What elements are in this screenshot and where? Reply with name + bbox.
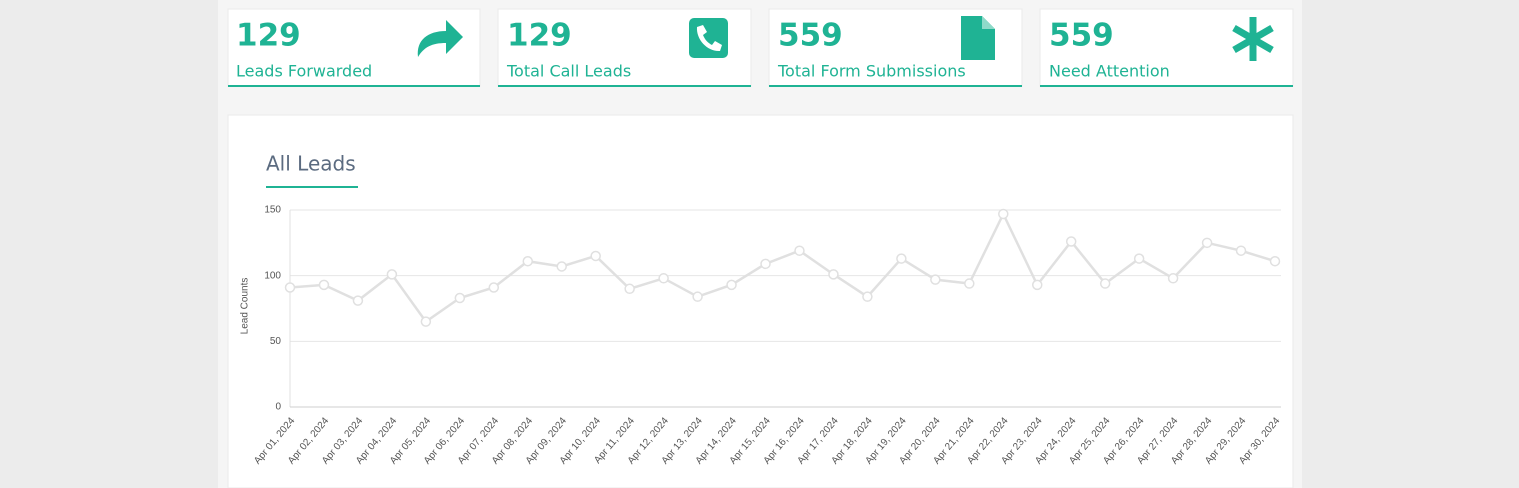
- card-border: [498, 85, 751, 87]
- forward-icon: [417, 20, 463, 57]
- data-point: [420, 316, 432, 327]
- chart-card: [227, 114, 1294, 488]
- data-point: [828, 269, 839, 280]
- data-point: [624, 283, 635, 295]
- data-point: [1235, 245, 1247, 256]
- card-value: 129: [507, 18, 572, 54]
- card-border: [228, 85, 480, 87]
- card-label: Total Form Submissions: [777, 62, 966, 81]
- data-point: [760, 258, 771, 270]
- y-tick-label: 150: [264, 205, 281, 216]
- card-value: 559: [1049, 18, 1114, 54]
- card-label: Total Call Leads: [506, 62, 631, 81]
- card-value: 559: [778, 18, 843, 54]
- card-border: [769, 85, 1022, 87]
- data-point: [692, 291, 703, 302]
- card-border: [1040, 85, 1293, 87]
- y-tick-label: 0: [275, 402, 281, 413]
- y-axis-label: Lead Counts: [240, 278, 251, 335]
- data-point: [352, 295, 364, 306]
- chart-title: All Leads: [266, 152, 356, 176]
- data-point: [1167, 273, 1179, 284]
- card-label: Leads Forwarded: [236, 62, 372, 81]
- data-point: [318, 279, 330, 291]
- card-label: Need Attention: [1049, 62, 1170, 81]
- data-point: [1201, 237, 1213, 249]
- data-point: [1031, 279, 1043, 291]
- series-line: [289, 211, 1276, 324]
- data-point: [998, 208, 1009, 220]
- data-point: [896, 253, 907, 264]
- title-underline: [266, 186, 358, 188]
- data-point: [386, 269, 398, 280]
- data-point: [862, 291, 873, 302]
- file-fold: [982, 16, 995, 29]
- data-point: [726, 279, 737, 291]
- data-point: [964, 278, 975, 289]
- phone-icon: [689, 18, 728, 58]
- data-point: [556, 261, 567, 272]
- data-point: [794, 245, 805, 256]
- data-point: [1099, 278, 1111, 289]
- data-point: [522, 255, 534, 267]
- data-point: [488, 282, 500, 293]
- data-point: [284, 282, 296, 293]
- data-point: [930, 274, 941, 285]
- data-point: [590, 250, 601, 262]
- asterisk-icon: [1232, 17, 1274, 61]
- card-value: 129: [236, 18, 301, 54]
- card: [227, 8, 481, 87]
- data-point: [454, 292, 466, 304]
- data-point: [658, 273, 669, 284]
- y-tick-label: 50: [270, 336, 282, 347]
- data-point: [1269, 255, 1281, 267]
- data-point: [1133, 253, 1145, 264]
- y-tick-label: 100: [264, 270, 281, 281]
- asterisk-stroke: [1232, 24, 1274, 54]
- data-point: [1065, 236, 1077, 247]
- cards: 129 Leads Forwarded 129 Total Call Leads…: [227, 8, 1294, 87]
- phone-glyph: [696, 25, 722, 52]
